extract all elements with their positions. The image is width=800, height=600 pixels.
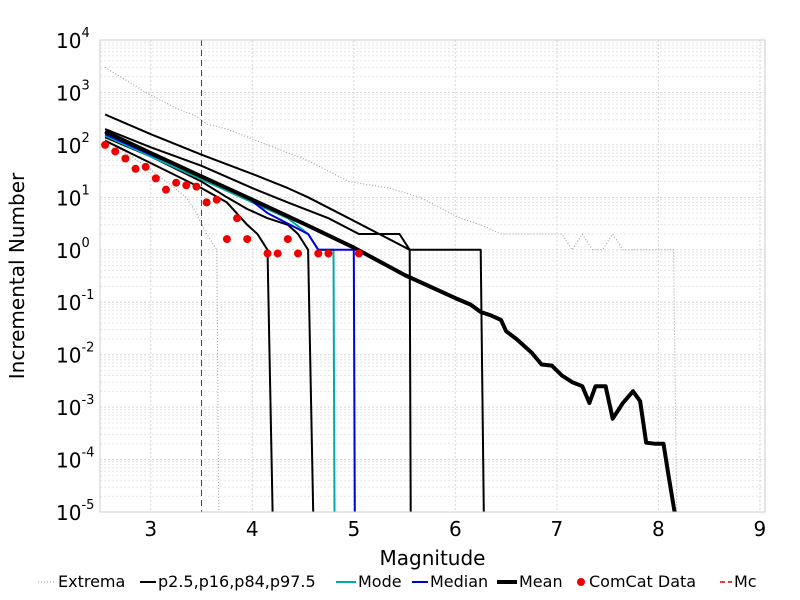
comcat-markers [101,140,363,258]
comcat-data-point [141,162,150,171]
series-p2-5-p16-p84-p97-5-line [104,113,412,513]
legend-label: Mean [519,572,563,591]
legend-item: Extrema [38,572,125,591]
legend-item: Median [412,572,488,591]
legend-item: p2.5,p16,p84,p97.5 [140,572,316,591]
y-tick-label: 101 [56,183,90,210]
legend: Extrema p2.5,p16,p84,p97.5 Mode Median Mean C… [38,572,757,591]
comcat-data-point [131,164,140,173]
y-tick-label: 10-3 [56,393,94,420]
plot-frame [99,39,766,513]
x-axis-label: Magnitude [380,546,486,570]
legend-item: ComCat Data [577,572,696,591]
x-tick-label: 5 [347,517,360,541]
y-tick-label: 10-5 [56,498,94,525]
comcat-data-point [101,140,110,149]
comcat-data-point [293,249,302,258]
legend-label: Mode [358,572,402,591]
comcat-data-point [354,249,363,258]
y-axis-label: Incremental Number [5,172,29,379]
comcat-data-point [161,185,170,194]
comcat-data-point [192,182,201,191]
comcat-data-point [212,195,221,204]
y-tick-label: 102 [56,131,90,158]
comcat-data-point [243,235,252,244]
legend-label: ComCat Data [589,572,696,591]
x-tick-label: 8 [652,517,665,541]
legend-item: Mean [497,572,563,591]
legend-label: Mc [734,572,757,591]
comcat-data-point [233,214,242,223]
series-p2-5-p16-p84-p97-5-line [104,128,485,513]
series-layer [104,40,678,513]
y-tick-label: 10-4 [56,446,94,473]
x-tick-label: 3 [144,517,157,541]
x-tick-label: 6 [449,517,462,541]
y-tick-label: 10-2 [56,341,94,368]
series-extrema-line [104,66,678,513]
legend-item: Mc [720,572,757,591]
x-tick-label: 9 [754,517,767,541]
axis-ticks: 3 4 5 6 7 8 9 10-5 10-4 10-3 10-2 10-1 100 101 102 103 1… [56,26,766,541]
comcat-data-point [182,181,191,190]
y-tick-label: 103 [56,78,90,105]
comcat-data-point [324,249,333,258]
comcat-data-point [202,198,211,207]
legend-label: p2.5,p16,p84,p97.5 [158,572,316,591]
comcat-data-point [111,147,120,156]
y-tick-label: 104 [56,26,90,53]
grid [100,40,765,513]
series-p2-5-p16-p84-p97-5-line [104,139,274,513]
comcat-data-point [263,249,272,258]
legend-item: Mode [336,572,402,591]
y-tick-label: 10-1 [56,288,94,315]
legend-label: Median [430,572,488,591]
comcat-data-point [283,235,292,244]
comcat-data-point [314,249,323,258]
legend-label: Extrema [58,572,125,591]
comcat-data-point [273,249,282,258]
comcat-data-point [222,235,231,244]
comcat-data-point [121,154,130,163]
x-tick-label: 7 [551,517,564,541]
comcat-data-point [151,174,160,183]
comcat-data-point [172,178,181,187]
y-tick-label: 100 [56,236,90,263]
legend-swatch [577,578,585,586]
x-tick-label: 4 [246,517,259,541]
